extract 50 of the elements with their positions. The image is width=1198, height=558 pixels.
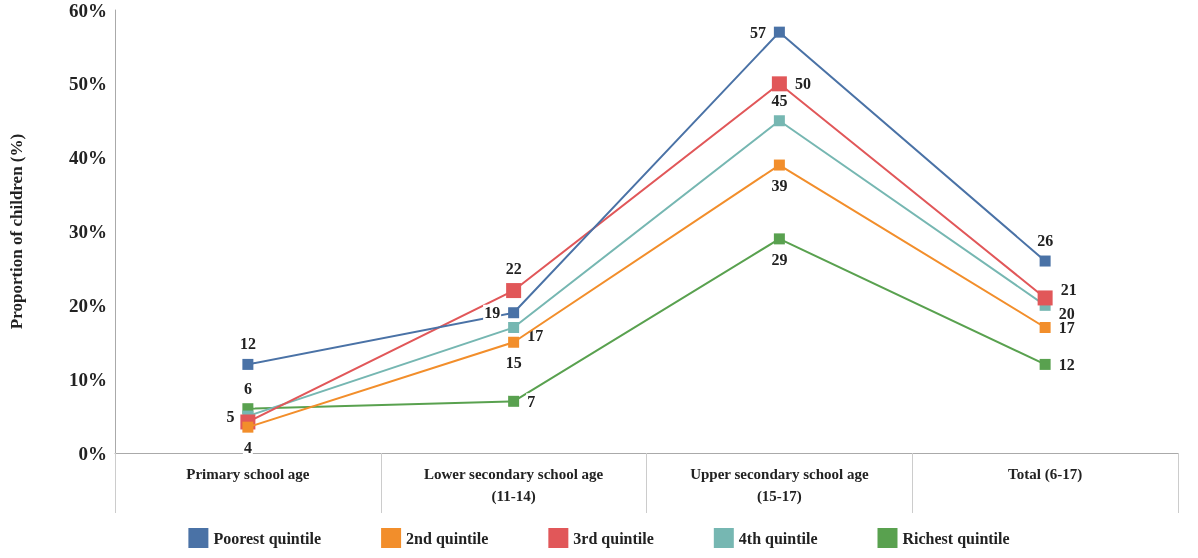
data-label: 39 bbox=[771, 177, 788, 195]
point bbox=[1039, 255, 1051, 267]
point bbox=[508, 307, 520, 319]
data-label: 12 bbox=[1058, 355, 1075, 373]
data-label: 15 bbox=[505, 354, 522, 372]
point bbox=[506, 283, 522, 299]
data-label: 57 bbox=[749, 23, 766, 41]
x-tick-label: Primary school age bbox=[186, 466, 310, 482]
y-tick-label: 50% bbox=[69, 73, 107, 95]
legend-label: 4th quintile bbox=[738, 529, 818, 548]
y-tick-label: 0% bbox=[78, 442, 107, 464]
point bbox=[771, 76, 787, 92]
data-label: 4 bbox=[243, 439, 252, 457]
point bbox=[508, 336, 520, 348]
y-tick-label: 60% bbox=[69, 0, 107, 21]
data-label: 45 bbox=[771, 91, 788, 109]
point bbox=[508, 321, 520, 333]
data-label: 5 bbox=[226, 407, 235, 425]
point bbox=[773, 115, 785, 127]
point bbox=[773, 26, 785, 38]
data-label: 21 bbox=[1060, 281, 1077, 299]
x-tick-label: Lower secondary school age (11-14) bbox=[423, 466, 604, 505]
point bbox=[508, 395, 520, 407]
legend-label: 2nd quintile bbox=[406, 529, 489, 548]
point bbox=[773, 159, 785, 171]
x-tick-label: Total (6-17) bbox=[1008, 466, 1083, 483]
x-tick-label: Upper secondary school age (15-17) bbox=[690, 466, 869, 505]
y-tick-label: 20% bbox=[69, 294, 107, 316]
legend-label: Poorest quintile bbox=[213, 529, 322, 548]
legend-label: Richest quintile bbox=[902, 529, 1010, 548]
point bbox=[1037, 290, 1053, 306]
data-label: 7 bbox=[527, 392, 536, 410]
data-label: 12 bbox=[239, 335, 256, 353]
point bbox=[1039, 321, 1051, 333]
legend-label: 3rd quintile bbox=[573, 529, 654, 548]
y-axis-title: Proportion of children (%) bbox=[7, 133, 26, 330]
data-label: 19 bbox=[484, 304, 501, 322]
data-label: 29 bbox=[771, 250, 788, 268]
point bbox=[773, 233, 785, 245]
data-label: 50 bbox=[794, 75, 811, 93]
data-label: 17 bbox=[527, 326, 544, 344]
data-label: 6 bbox=[243, 379, 252, 397]
y-tick-label: 30% bbox=[69, 221, 107, 242]
point bbox=[242, 421, 254, 433]
data-label: 22 bbox=[505, 259, 522, 277]
point bbox=[1039, 358, 1051, 370]
point bbox=[242, 358, 254, 370]
data-label: 26 bbox=[1037, 232, 1054, 250]
y-tick-label: 40% bbox=[69, 147, 107, 169]
y-tick-label: 10% bbox=[69, 368, 107, 390]
